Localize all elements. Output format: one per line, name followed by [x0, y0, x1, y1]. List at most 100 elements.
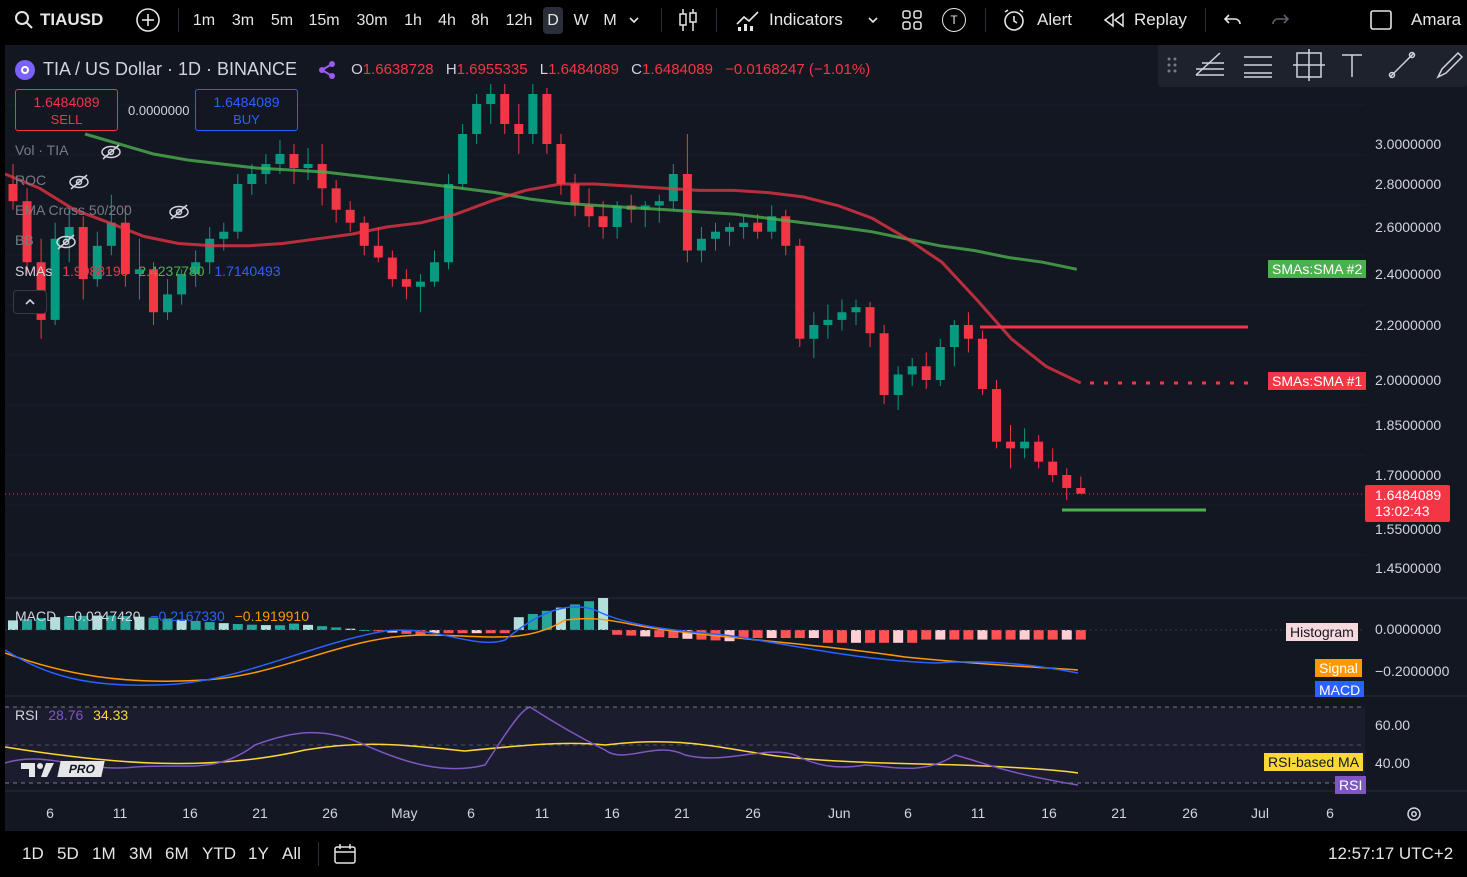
chart-canvas[interactable]	[5, 45, 1467, 831]
rsi-legend[interactable]: RSI 28.76 34.33	[15, 707, 129, 723]
pencil-icon[interactable]	[1436, 51, 1464, 79]
eye-off-icon[interactable]	[100, 143, 122, 161]
range-3m[interactable]: 3M	[129, 844, 153, 863]
timeframe-8h[interactable]: 8h	[471, 11, 489, 29]
compare-symbol-button[interactable]	[135, 0, 161, 40]
chart-area[interactable]: TIA / US Dollar · 1D · BINANCE O1.663872…	[5, 45, 1467, 831]
time-label: 26	[745, 805, 761, 821]
eye-off-icon[interactable]	[168, 203, 190, 221]
date-range-icon[interactable]	[332, 842, 358, 866]
sell-button[interactable]: 1.6484089 SELL	[15, 89, 118, 131]
candle-body	[907, 366, 917, 375]
candle-body	[753, 222, 763, 232]
price-label: 3.0000000	[1375, 136, 1442, 152]
macd-axis-label: −0.2000000	[1375, 663, 1450, 679]
time-label: 6	[904, 805, 912, 821]
symbol-search[interactable]: TIAUSD	[14, 0, 103, 40]
range-all[interactable]: All	[282, 844, 301, 863]
text-tool-icon[interactable]	[1342, 54, 1362, 77]
smas-legend[interactable]: SMAs 1.9988190 2.4237780 1.7140493	[15, 263, 281, 279]
candle-body	[233, 184, 243, 232]
timeframe-w[interactable]: W	[573, 11, 589, 29]
macd-histogram-bar	[148, 617, 159, 630]
indicator-row[interactable]: Vol · TIA	[15, 142, 68, 158]
chart-type-button[interactable]	[676, 0, 700, 40]
timeframe-d[interactable]: D	[543, 7, 563, 34]
timeframe-1h[interactable]: 1h	[404, 11, 422, 29]
timeframe-15m[interactable]: 15m	[308, 11, 340, 29]
bottom-toolbar: 1D 5D 1M 3M 6M YTD 1Y All 12:57:17 UTC+2	[0, 831, 1467, 877]
buy-price: 1.6484089	[213, 94, 280, 110]
tv-logo-icon	[21, 763, 54, 777]
range-6m[interactable]: 6M	[165, 844, 189, 863]
spread-value: 0.0000000	[128, 103, 190, 118]
time-label: Jun	[828, 805, 851, 821]
indicator-row[interactable]: BB	[15, 232, 34, 248]
symbol-title: TIA / US Dollar · 1D · BINANCE	[43, 59, 298, 79]
macd-histogram-bar	[527, 614, 538, 630]
timeframe-5m[interactable]: 5m	[270, 11, 294, 29]
timeframe-30m[interactable]: 30m	[356, 11, 388, 29]
candle-body	[1048, 461, 1058, 475]
candle-body	[739, 222, 749, 227]
undo-button[interactable]	[1222, 0, 1244, 40]
trend-line-icon[interactable]	[1388, 51, 1416, 79]
rsi-line	[5, 706, 1079, 786]
candle-body	[654, 201, 664, 206]
indicator-row[interactable]: EMA Cross 50/200	[15, 202, 132, 218]
buy-button[interactable]: 1.6484089 BUY	[195, 89, 298, 131]
fullscreen-button[interactable]	[1369, 0, 1393, 40]
timeframe-1m[interactable]: 1m	[192, 11, 216, 29]
clock[interactable]: 12:57:17 UTC+2	[1328, 844, 1454, 863]
range-1d[interactable]: 1D	[22, 844, 44, 863]
range-ytd[interactable]: YTD	[202, 844, 236, 863]
macd-histogram-bar	[120, 616, 131, 630]
timeframe-4h[interactable]: 4h	[438, 11, 456, 29]
brush-tool-icon[interactable]	[1293, 49, 1325, 81]
macd-histogram-bar	[977, 630, 988, 640]
range-1m[interactable]: 1M	[92, 844, 116, 863]
candle-body	[865, 307, 875, 334]
avatar[interactable]: T	[942, 0, 966, 40]
candle-body	[935, 347, 945, 380]
pitchfork-icon[interactable]	[1244, 56, 1272, 78]
price-label: 1.4500000	[1375, 560, 1442, 576]
candle-body	[331, 188, 341, 210]
chevron-up-icon	[25, 298, 35, 305]
candle-body	[584, 205, 594, 217]
candle-body	[725, 227, 735, 232]
timeframe-3m[interactable]: 3m	[231, 11, 255, 29]
eye-off-icon[interactable]	[55, 233, 77, 251]
indicator-row[interactable]: ROC	[15, 172, 46, 188]
range-1y[interactable]: 1Y	[248, 844, 269, 863]
replay-button[interactable]: Replay	[1102, 0, 1187, 40]
settings-gear-icon[interactable]	[1404, 804, 1424, 824]
alert-button[interactable]: Alert	[1001, 0, 1072, 40]
timeframe-12h[interactable]: 12h	[505, 11, 533, 29]
macd-histogram-bar	[8, 620, 18, 630]
redo-button[interactable]	[1269, 0, 1291, 40]
alarm-icon	[1004, 9, 1024, 31]
candle-body	[444, 184, 454, 263]
range-5d[interactable]: 5D	[57, 844, 79, 863]
share-icon[interactable]	[317, 60, 337, 80]
candle-body	[191, 262, 201, 274]
collapse-legend-button[interactable]	[13, 290, 47, 314]
macd-legend[interactable]: MACD −0.0247420 −0.2167330 −0.1919910	[15, 608, 309, 624]
user-name[interactable]: Amara	[1411, 10, 1462, 29]
timeframe-dropdown[interactable]	[627, 0, 641, 40]
drag-handle-icon[interactable]	[1167, 57, 1177, 73]
macd-histogram-bar	[513, 617, 524, 630]
timeframe-m[interactable]: M	[603, 11, 617, 29]
layouts-button[interactable]	[900, 0, 924, 40]
macd-histogram-bar	[218, 623, 229, 630]
candle-body	[134, 269, 144, 274]
indicators-button[interactable]: Indicators	[735, 0, 843, 40]
tradingview-logo: PRO	[19, 758, 105, 780]
macd-histogram-bar	[1061, 630, 1072, 640]
current-price-tag: 1.6484089 13:02:43	[1365, 485, 1450, 522]
indicators-dropdown[interactable]	[866, 0, 880, 40]
fib-retracement-icon[interactable]	[1195, 52, 1224, 76]
candle-body	[486, 94, 496, 104]
eye-off-icon[interactable]	[68, 173, 90, 191]
